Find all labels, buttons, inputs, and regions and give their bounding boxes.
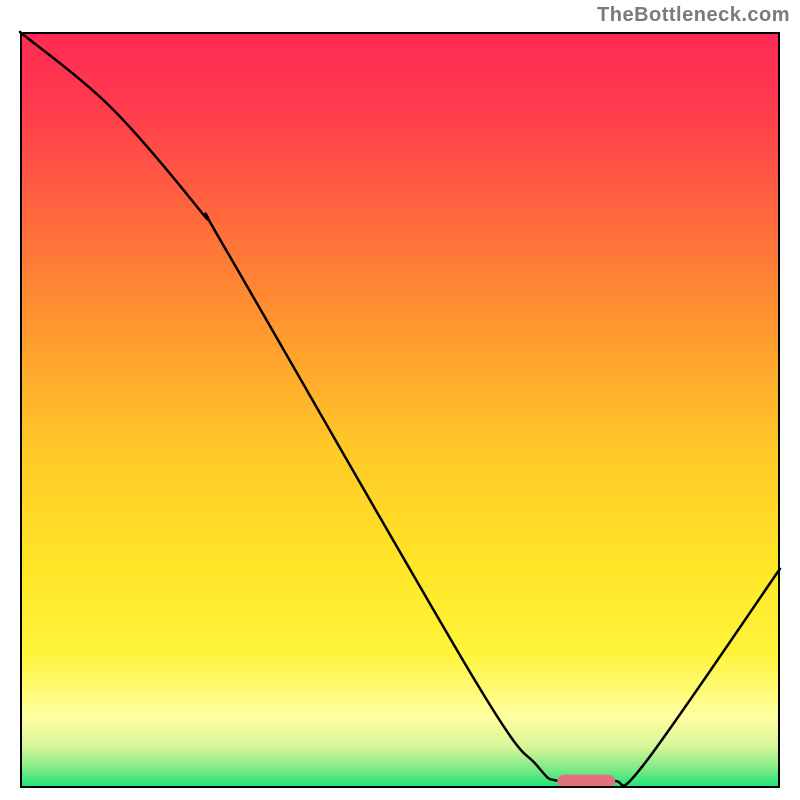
plot-area [20, 32, 780, 788]
chart-canvas: TheBottleneck.com [0, 0, 800, 800]
plot-frame [20, 32, 780, 788]
watermark-text: TheBottleneck.com [597, 4, 790, 27]
